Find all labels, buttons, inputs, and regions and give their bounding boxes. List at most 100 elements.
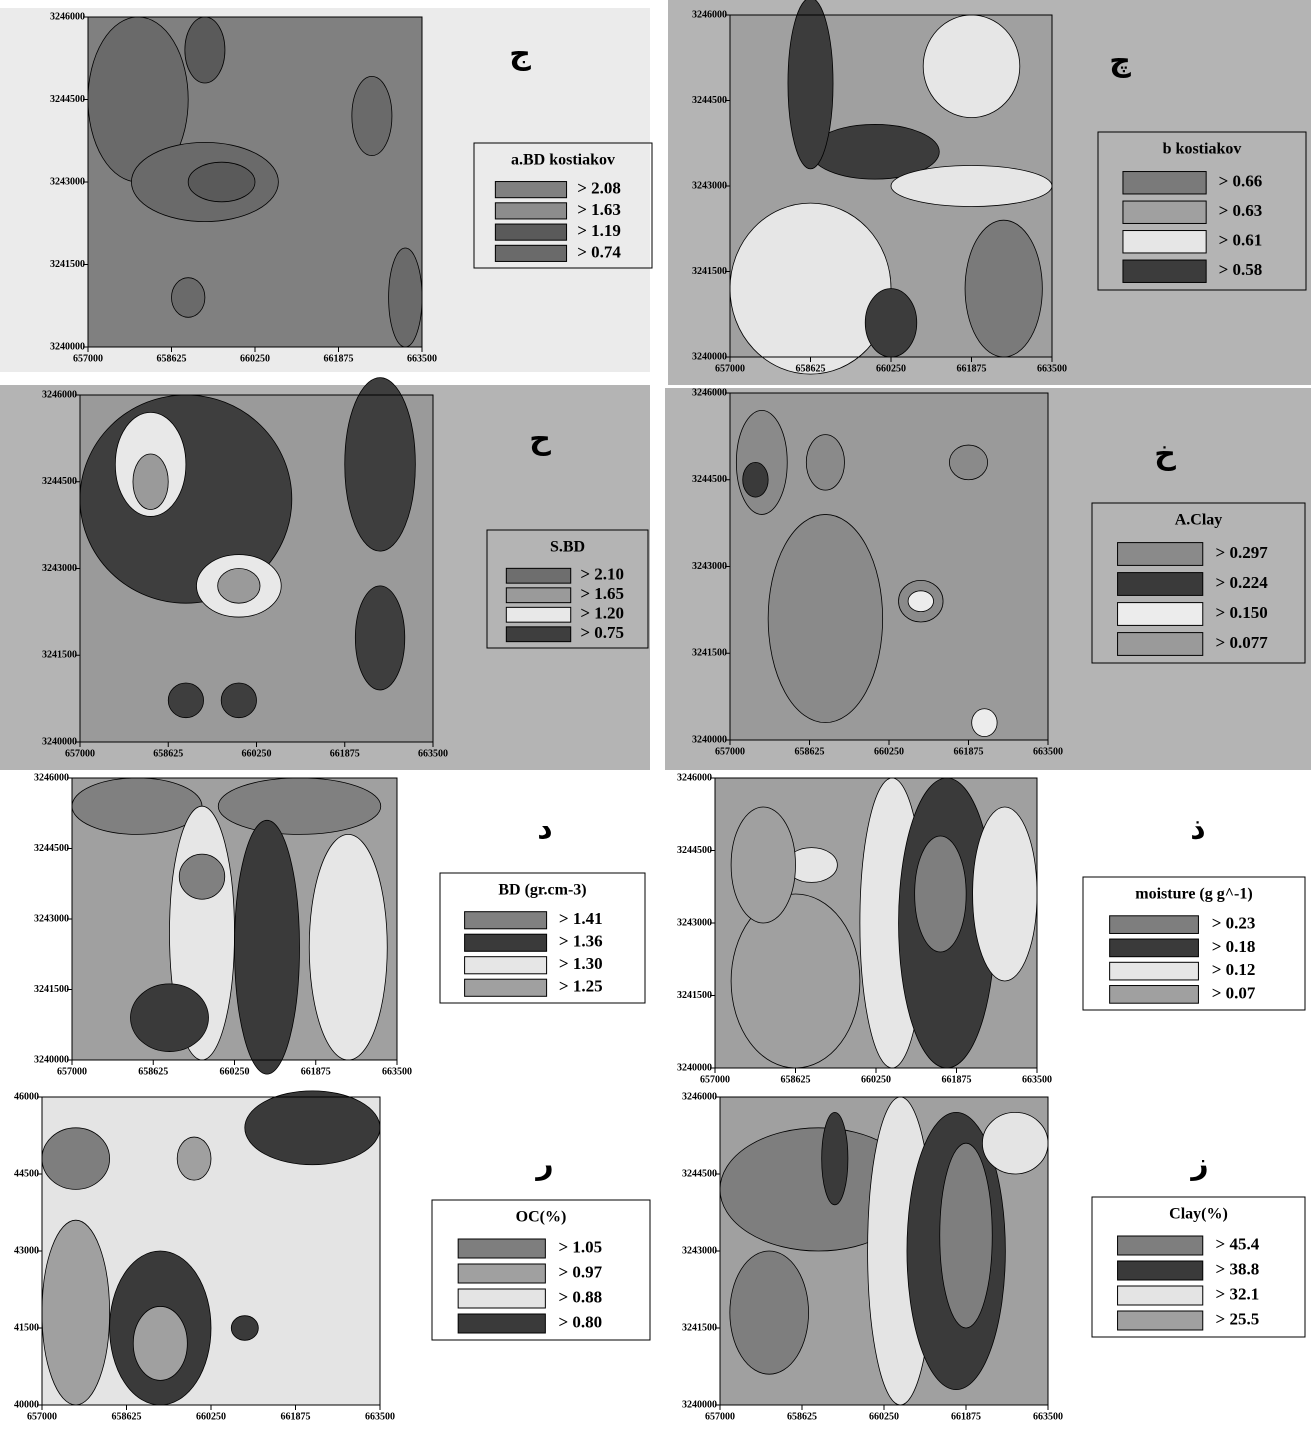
legend-title: b kostiakov: [1163, 141, 1242, 158]
panel-label: ز: [1189, 1147, 1208, 1182]
panel-label: د: [537, 812, 552, 847]
contour-region: [915, 836, 967, 952]
legend-label: > 0.74: [577, 242, 621, 261]
contour-region: [891, 165, 1052, 206]
contour-region: [131, 984, 209, 1052]
x-tick-label: 658625: [795, 746, 825, 757]
legend-label: > 0.07: [1212, 983, 1256, 1002]
x-tick-label: 661875: [281, 1411, 311, 1422]
x-tick-label: 658625: [112, 1411, 142, 1422]
contour-region: [309, 834, 387, 1060]
legend-label: > 1.25: [559, 977, 603, 996]
x-tick-label: 658625: [157, 353, 187, 364]
contour-region: [177, 1137, 211, 1180]
legend-swatch: [465, 957, 547, 974]
contour-region: [806, 435, 844, 491]
contour-region: [923, 15, 1020, 118]
legend-swatch: [1123, 172, 1206, 194]
y-tick-label: 3244500: [682, 1168, 717, 1179]
contour-region: [133, 1306, 187, 1380]
legend-title: OC(%): [516, 1209, 567, 1226]
y-tick-label: 3243000: [682, 1245, 717, 1256]
legend-swatch: [1110, 986, 1199, 1004]
x-tick-label: 661875: [324, 353, 354, 364]
contour-region: [179, 854, 225, 899]
legend-swatch: [458, 1314, 545, 1333]
x-tick-label: 660250: [869, 1411, 899, 1422]
x-tick-label: 657000: [73, 353, 103, 364]
page: {"chart_data":[ {"type":"contour","title…: [0, 0, 1311, 1433]
x-tick-label: 663500: [365, 1411, 395, 1422]
legend-label: > 1.63: [577, 200, 621, 219]
legend-swatch: [1118, 1311, 1203, 1330]
x-tick-label: 658625: [138, 1066, 168, 1077]
x-tick-label: 657000: [700, 1074, 730, 1085]
map-panel: 657000 658625 660250 661875 663500 3240000 324…: [0, 8, 652, 372]
legend-label: > 38.8: [1216, 1259, 1260, 1278]
y-tick-label: 3240000: [50, 341, 85, 352]
contour-region: [736, 410, 787, 514]
contour-region: [731, 807, 795, 923]
legend-label: > 1.36: [559, 932, 603, 951]
legend-label: > 45.4: [1216, 1234, 1260, 1253]
y-tick-label: 46000: [14, 1091, 39, 1102]
x-tick-label: 661875: [942, 1074, 972, 1085]
legend-label: > 32.1: [1216, 1284, 1260, 1303]
x-tick-label: 661875: [301, 1066, 331, 1077]
contour-region: [822, 1112, 848, 1204]
contour-region: [908, 591, 933, 612]
contour-region: [133, 454, 168, 510]
y-tick-label: 3243000: [42, 563, 77, 574]
y-tick-label: 3246000: [692, 9, 727, 20]
x-tick-label: 660250: [196, 1411, 226, 1422]
x-tick-label: 660250: [242, 748, 272, 759]
legend-label: > 1.20: [580, 604, 624, 623]
legend-swatch: [465, 912, 547, 929]
y-tick-label: 3244500: [42, 476, 77, 487]
y-tick-label: 3240000: [42, 736, 77, 747]
contour-region: [185, 17, 225, 83]
x-tick-label: 660250: [861, 1074, 891, 1085]
y-tick-label: 3241500: [682, 1322, 717, 1333]
legend-swatch: [495, 182, 566, 198]
contour-region: [355, 586, 404, 690]
legend-label: > 0.18: [1212, 937, 1256, 956]
y-tick-label: 3243000: [692, 561, 727, 572]
contour-region: [218, 778, 381, 834]
x-tick-label: 658625: [781, 1074, 811, 1085]
y-tick-label: 41500: [14, 1322, 39, 1333]
legend-label: > 0.66: [1219, 172, 1263, 191]
y-tick-label: 3241500: [34, 984, 69, 995]
contour-region: [743, 462, 768, 497]
legend-swatch: [458, 1239, 545, 1258]
legend-swatch: [1118, 603, 1203, 626]
map-panel: 6570006586256602506618756635003240000324…: [668, 0, 1311, 385]
contour-region: [731, 894, 860, 1068]
legend-swatch: [1118, 1261, 1203, 1280]
panel-label: ذ: [1190, 812, 1205, 847]
x-tick-label: 663500: [1037, 363, 1067, 374]
legend-title: A.Clay: [1175, 512, 1223, 529]
contour-region: [42, 1128, 110, 1190]
x-tick-label: 663500: [1033, 746, 1063, 757]
x-tick-label: 663500: [407, 353, 437, 364]
y-tick-label: 44500: [14, 1168, 39, 1179]
legend-swatch: [495, 203, 566, 219]
map-panel: 6570006586256602506618756635003240000324…: [0, 378, 650, 770]
y-tick-label: 3246000: [677, 772, 712, 783]
x-tick-label: 657000: [27, 1411, 57, 1422]
legend-title: BD (gr.cm-3): [498, 882, 586, 899]
legend-swatch: [458, 1264, 545, 1283]
y-tick-label: 3246000: [34, 772, 69, 783]
y-tick-label: 3243000: [692, 180, 727, 191]
x-tick-label: 660250: [240, 353, 270, 364]
legend-title: Clay(%): [1169, 1206, 1228, 1223]
y-tick-label: 3244500: [692, 95, 727, 106]
legend-swatch: [506, 607, 570, 622]
x-tick-label: 661875: [957, 363, 987, 374]
y-tick-label: 3240000: [692, 351, 727, 362]
y-tick-label: 3244500: [50, 94, 85, 105]
